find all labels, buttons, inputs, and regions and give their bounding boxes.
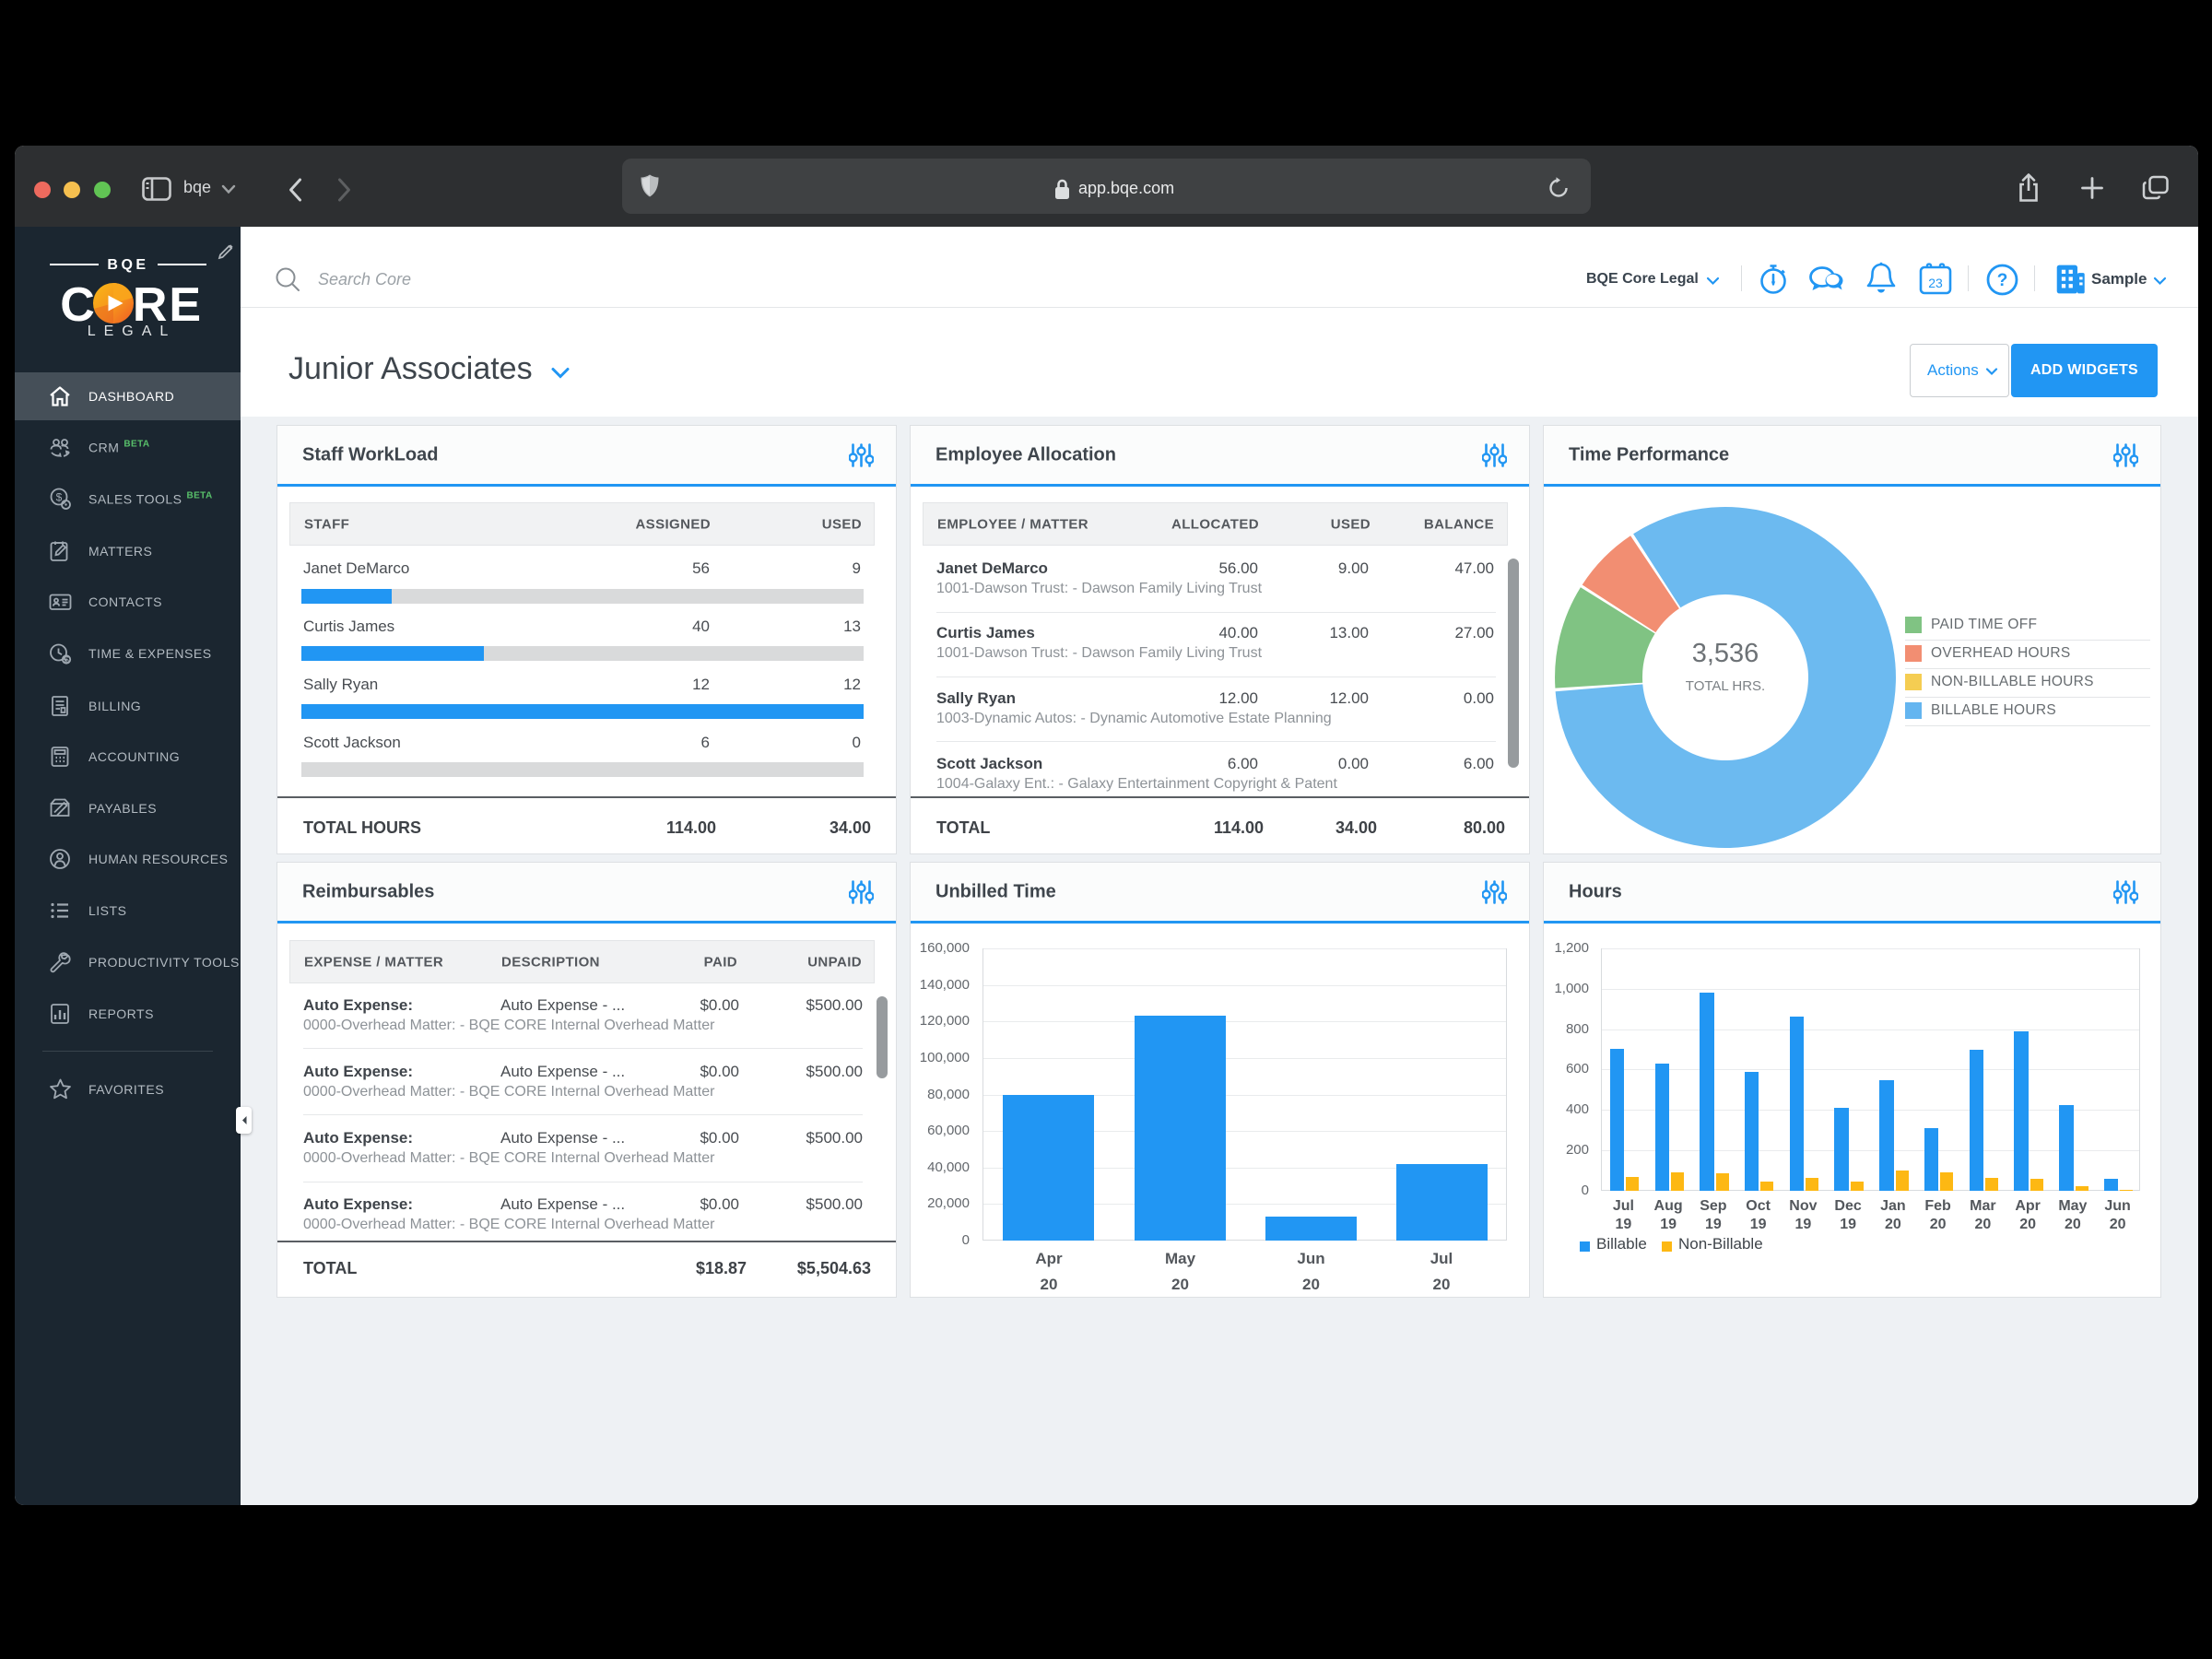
svg-text:TOTAL HRS.: TOTAL HRS. [1686,678,1765,694]
svg-text:$: $ [56,491,63,504]
svg-text:?: ? [1997,271,2008,290]
svg-text:BQE: BQE [107,257,148,273]
svg-text:RE: RE [133,278,203,329]
svg-text:$: $ [64,655,69,665]
svg-text:3,536: 3,536 [1692,639,1759,668]
svg-text:C: C [60,278,95,329]
svg-text:23: 23 [1928,276,1943,290]
